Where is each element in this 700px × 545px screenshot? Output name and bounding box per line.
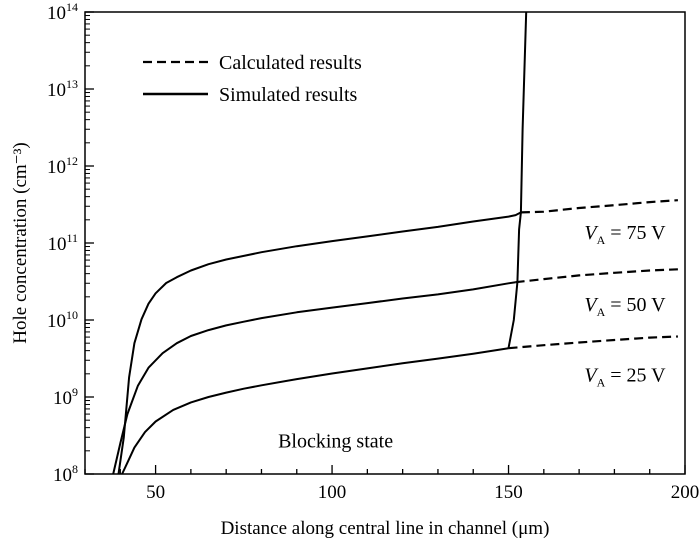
series-line-1 — [520, 199, 678, 214]
y-tick-base: 10 — [47, 157, 66, 178]
annotation-subscript: A — [597, 375, 606, 389]
annotation-symbol: V — [584, 364, 599, 386]
y-axis-label: Hole concentration (cm⁻³) — [10, 142, 31, 343]
x-tick-label: 100 — [318, 482, 347, 503]
y-tick-exponent: 14 — [66, 0, 78, 14]
annotation-label: VA = 50 V — [584, 294, 666, 319]
x-tick-label: 200 — [671, 482, 700, 503]
y-tick-base: 10 — [53, 465, 72, 486]
y-tick-label: 109 — [53, 385, 78, 409]
x-tick-label: 50 — [146, 482, 165, 503]
annotation-value: = 75 V — [605, 222, 666, 244]
y-tick-label: 1013 — [47, 77, 78, 101]
annotation-text: Blocking state — [278, 431, 393, 453]
y-tick-exponent: 9 — [72, 385, 78, 399]
annotation-subscript: A — [597, 305, 606, 319]
annotation-subscript: A — [597, 233, 606, 247]
y-tick-label: 1011 — [47, 231, 78, 255]
annotation-symbol: V — [584, 222, 599, 244]
y-tick-exponent: 12 — [66, 154, 78, 168]
y-tick-exponent: 13 — [66, 77, 78, 91]
series-line-4 — [121, 347, 509, 475]
y-tick-label: 108 — [53, 462, 78, 486]
series-line-2 — [112, 281, 516, 475]
x-axis-label: Distance along central line in channel (… — [221, 518, 550, 539]
annotation-symbol: V — [584, 294, 599, 316]
annotation-label: Blocking state — [278, 431, 393, 453]
y-tick-base: 10 — [47, 311, 66, 332]
y-tick-exponent: 8 — [72, 462, 78, 476]
annotation-value: = 25 V — [605, 364, 666, 386]
y-tick-label: 1010 — [47, 308, 78, 332]
series-line-5 — [508, 335, 678, 350]
series-line-3 — [515, 268, 678, 284]
y-tick-label: 1012 — [47, 154, 78, 178]
y-tick-base: 10 — [53, 388, 72, 409]
legend: Calculated results Simulated results — [143, 52, 362, 106]
y-tick-label: 1014 — [47, 0, 78, 24]
series-line-0 — [117, 211, 522, 475]
y-tick-exponent: 10 — [66, 308, 78, 322]
y-tick-exponent: 11 — [66, 231, 78, 245]
series-line-6 — [507, 11, 528, 349]
y-tick-base: 10 — [47, 234, 66, 255]
series-layer — [112, 11, 678, 475]
legend-label: Simulated results — [219, 84, 358, 106]
annotation-value: = 50 V — [605, 294, 666, 316]
y-tick-base: 10 — [47, 80, 66, 101]
annotation-label: VA = 75 V — [584, 222, 666, 247]
y-tick-base: 10 — [47, 3, 66, 24]
annotation-label: VA = 25 V — [584, 364, 666, 389]
x-tick-label: 150 — [494, 482, 523, 503]
legend-label: Calculated results — [219, 52, 362, 74]
